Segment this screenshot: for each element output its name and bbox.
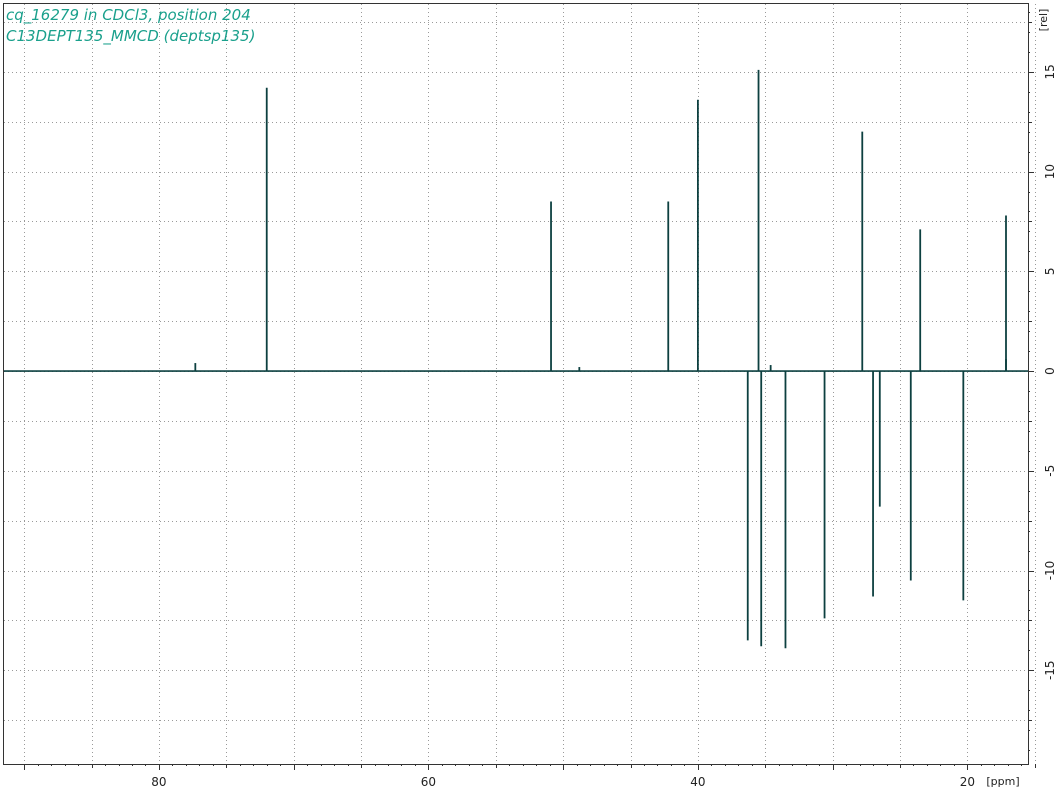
- x-tick-label: 60: [421, 775, 436, 789]
- spectrum-title-line-1: cq_16279 in CDCl3, position 204: [6, 6, 251, 24]
- grid-layer: [4, 4, 1036, 764]
- x-tick-label: 80: [151, 775, 166, 789]
- peaks-layer: [4, 69, 1028, 649]
- y-tick-label: 10: [1043, 164, 1057, 179]
- y-tick-label: -15: [1043, 660, 1057, 680]
- x-axis-unit-label: [ppm]: [986, 775, 1019, 788]
- y-tick-label: -10: [1043, 561, 1057, 581]
- plot-frame: [3, 3, 1029, 765]
- y-tick-label: -5: [1043, 465, 1057, 477]
- x-tick-label: 40: [690, 775, 705, 789]
- y-axis-unit-label: [rel]: [1037, 9, 1050, 32]
- spectrum-title-line-2: C13DEPT135_MMCD (deptsp135): [6, 27, 256, 45]
- y-tick-label: 0: [1043, 367, 1057, 375]
- x-tick-label: 20: [960, 775, 975, 789]
- y-tick-label: 15: [1043, 64, 1057, 79]
- y-tick-label: 5: [1043, 267, 1057, 275]
- ticks-layer: 80 60 40 20 15 10 5 0 -5 -10 -15: [24, 12, 1057, 789]
